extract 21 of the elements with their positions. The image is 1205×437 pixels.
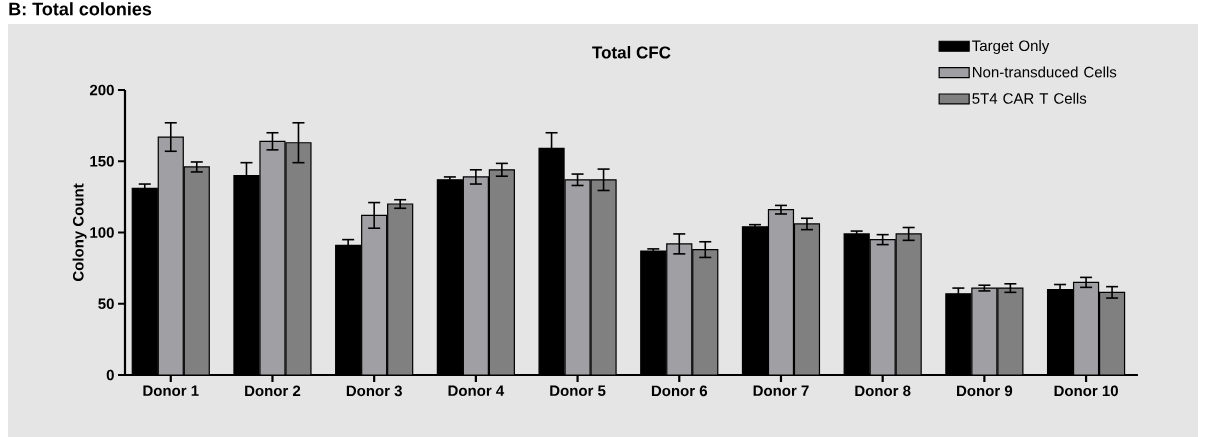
y-tick-label: 50 [98,298,114,310]
text: B: Total colonies [9,2,152,16]
x-tick-label: Donor 10 [1054,385,1118,397]
legend-label: Non-transduced Cells [972,66,1117,78]
y-tick-label: 100 [90,227,114,238]
x-tick-label: Donor 9 [957,385,1013,397]
x-tick-label: Donor 3 [346,385,402,397]
y-axis-title: Colony Count [72,183,87,282]
x-tick-label: Donor 6 [651,385,708,397]
x-tick-label: Donor 8 [855,385,911,397]
y-tick-label: 150 [90,155,114,167]
x-tick-label: Donor 7 [753,385,809,396]
x-tick-label: Donor 5 [550,385,606,396]
legend-label: Target Only [972,40,1050,55]
chart-title: Total CFC [592,45,671,59]
x-tick-label: Donor 2 [245,385,301,397]
x-tick-label: Donor 1 [143,385,199,396]
x-tick-label: Donor 4 [448,385,505,396]
y-tick-label: 200 [89,84,114,96]
y-tick-label: 0 [106,369,114,381]
legend-label: 5T4 CAR T Cells [972,92,1087,104]
